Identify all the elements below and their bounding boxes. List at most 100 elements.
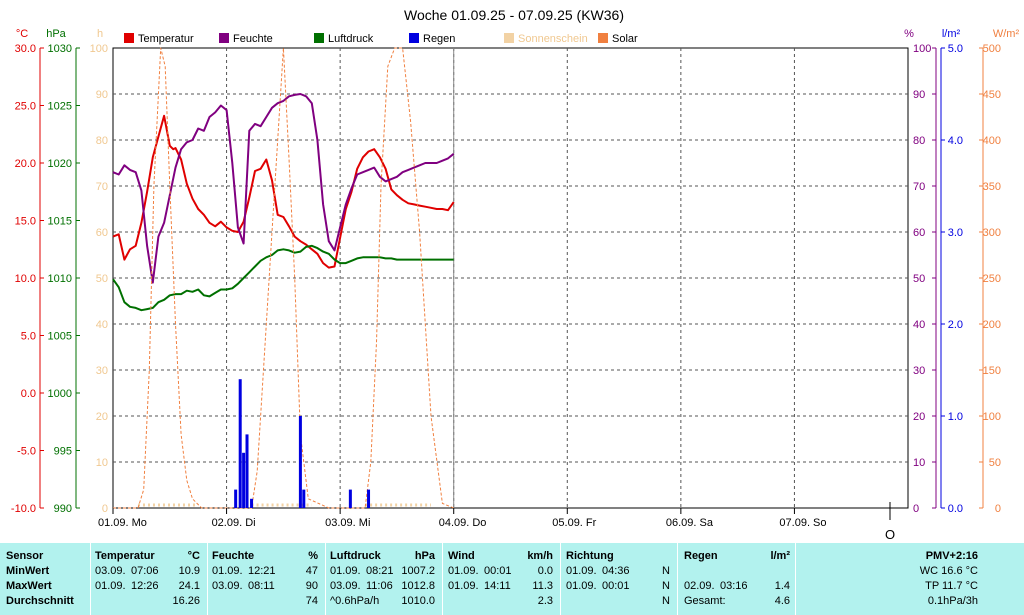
legend-label-solar: Solar bbox=[612, 33, 638, 45]
temp-tick-label: 25.0 bbox=[15, 101, 36, 113]
luftdruck-line bbox=[112, 244, 454, 312]
humidity-tick-label: 90 bbox=[913, 89, 925, 101]
temperature-head: Temperatur bbox=[95, 550, 155, 562]
legend-swatch-luftdruck bbox=[314, 33, 324, 43]
sun-tick-label: 90 bbox=[96, 89, 108, 101]
temp-tick-label: -10.0 bbox=[11, 503, 36, 515]
sun-tick-label: 60 bbox=[96, 227, 108, 239]
temperature-min: 10.9 bbox=[178, 565, 200, 577]
temperature-max-time: 12:26 bbox=[131, 580, 159, 592]
pressure-trend: ^0.6hPa/h bbox=[330, 595, 380, 607]
humidity-avg: 74 bbox=[305, 595, 318, 607]
temp-tick-label: 20.0 bbox=[15, 158, 36, 170]
legend-label-sonnenschein: Sonnenschein bbox=[518, 33, 588, 45]
solar-tick-label: 150 bbox=[983, 365, 1001, 377]
humidity-tick-label: 70 bbox=[913, 181, 925, 193]
rain-tick-label: 2.0 bbox=[948, 319, 963, 331]
rain-bar bbox=[245, 434, 249, 508]
temp-unit: °C bbox=[16, 28, 28, 40]
row-label-min: MinWert bbox=[6, 565, 50, 577]
sun-tick-label: 20 bbox=[96, 411, 108, 423]
humidity-tick-label: 60 bbox=[913, 227, 925, 239]
humidity-tick-label: 50 bbox=[913, 273, 925, 285]
pressure-max-time: 11:06 bbox=[366, 580, 393, 592]
humidity-min: 47 bbox=[305, 565, 318, 577]
wind-unit: km/h bbox=[527, 550, 553, 562]
direction-min-date: 01.09. bbox=[566, 565, 597, 577]
sun-unit: h bbox=[97, 28, 103, 40]
day-label: 04.09. Do bbox=[439, 517, 487, 529]
wind-min-time: 00:01 bbox=[484, 565, 512, 577]
legend-swatch-solar bbox=[598, 33, 608, 43]
humidity-tick-label: 30 bbox=[913, 365, 925, 377]
humidity-max-date: 03.09. bbox=[212, 580, 243, 592]
sun-tick-label: 50 bbox=[96, 273, 108, 285]
grid bbox=[112, 47, 909, 509]
solar-tick-label: 450 bbox=[983, 89, 1001, 101]
pressure-tick-label: 995 bbox=[54, 446, 72, 458]
feuchte-line bbox=[112, 93, 455, 284]
temp-tick-label: 10.0 bbox=[15, 273, 36, 285]
solar-tick-label: 350 bbox=[983, 181, 1001, 193]
temp-tick-label: 15.0 bbox=[15, 216, 36, 228]
rain-tick-label: 5.0 bbox=[948, 43, 963, 55]
rain-max: 1.4 bbox=[774, 580, 790, 592]
humidity-tick-label: 80 bbox=[913, 135, 925, 147]
rain-bar bbox=[367, 489, 371, 508]
day-label: 05.09. Fr bbox=[552, 517, 596, 529]
direction-min: N bbox=[662, 565, 670, 577]
legend-label-feuchte: Feuchte bbox=[233, 33, 273, 45]
rain-tick-label: 1.0 bbox=[948, 411, 963, 423]
temperature-avg: 16.26 bbox=[172, 595, 200, 607]
wind-head: Wind bbox=[448, 550, 475, 562]
rain-bar bbox=[302, 489, 306, 508]
rain-total-label: Gesamt: bbox=[684, 595, 726, 607]
solar-tick-label: 250 bbox=[983, 273, 1001, 285]
rain-head: Regen bbox=[684, 550, 718, 562]
day-label: 07.09. So bbox=[779, 517, 826, 529]
pressure-unit: hPa bbox=[46, 28, 66, 40]
rain-total: 4.6 bbox=[774, 595, 790, 607]
pressure-tick-label: 1005 bbox=[48, 331, 72, 343]
dew-point: TP 11.7 °C bbox=[925, 580, 978, 592]
solar-tick-label: 300 bbox=[983, 227, 1001, 239]
row-label-sensor: Sensor bbox=[6, 550, 44, 562]
legend-label-temperatur: Temperatur bbox=[138, 33, 194, 45]
direction-head: Richtung bbox=[566, 550, 614, 562]
sun-tick-label: 10 bbox=[96, 457, 108, 469]
legend-swatch-feuchte bbox=[219, 33, 229, 43]
solar-tick-label: 400 bbox=[983, 135, 1001, 147]
pressure-min: 1007.2 bbox=[401, 565, 435, 577]
humidity-min-time: 12:21 bbox=[248, 565, 276, 577]
sun-tick-label: 40 bbox=[96, 319, 108, 331]
weather-chart: Woche 01.09.25 - 07.09.25 (KW36) Tempera… bbox=[11, 7, 1020, 542]
temperature-min-time: 07:06 bbox=[131, 565, 159, 577]
solar-unit: W/m² bbox=[993, 28, 1020, 40]
pressure-tick-label: 1030 bbox=[48, 43, 72, 55]
solar-tick-label: 0 bbox=[995, 503, 1001, 515]
solar-tick-label: 50 bbox=[989, 457, 1001, 469]
temperature-max-date: 01.09. bbox=[95, 580, 126, 592]
temp-tick-label: 5.0 bbox=[21, 331, 36, 343]
temperatur-line bbox=[112, 114, 455, 269]
rain-unit: l/m² bbox=[942, 28, 961, 40]
legend-swatch-regen bbox=[409, 33, 419, 43]
row-label-avg: Durchschnitt bbox=[6, 595, 74, 607]
now-marker: O bbox=[885, 527, 895, 542]
temp-tick-label: -5.0 bbox=[17, 446, 36, 458]
legend-label-regen: Regen bbox=[423, 33, 455, 45]
day-label: 03.09. Mi bbox=[325, 517, 370, 529]
direction-max: N bbox=[662, 580, 670, 592]
pressure-max-date: 03.09. bbox=[330, 580, 361, 592]
direction-max-time: 00:01 bbox=[602, 580, 630, 592]
humidity-tick-label: 100 bbox=[913, 43, 931, 55]
series bbox=[112, 47, 455, 509]
wind-min-date: 01.09. bbox=[448, 565, 479, 577]
solar-tick-label: 500 bbox=[983, 43, 1001, 55]
solar-tick-label: 100 bbox=[983, 411, 1001, 423]
pressure-tick-label: 1000 bbox=[48, 388, 72, 400]
sun-tick-label: 100 bbox=[90, 43, 108, 55]
rain-unit: l/m² bbox=[770, 550, 790, 562]
pressure-min-time: 08:21 bbox=[366, 565, 394, 577]
pmv-head: PMV+2:16 bbox=[925, 550, 978, 562]
